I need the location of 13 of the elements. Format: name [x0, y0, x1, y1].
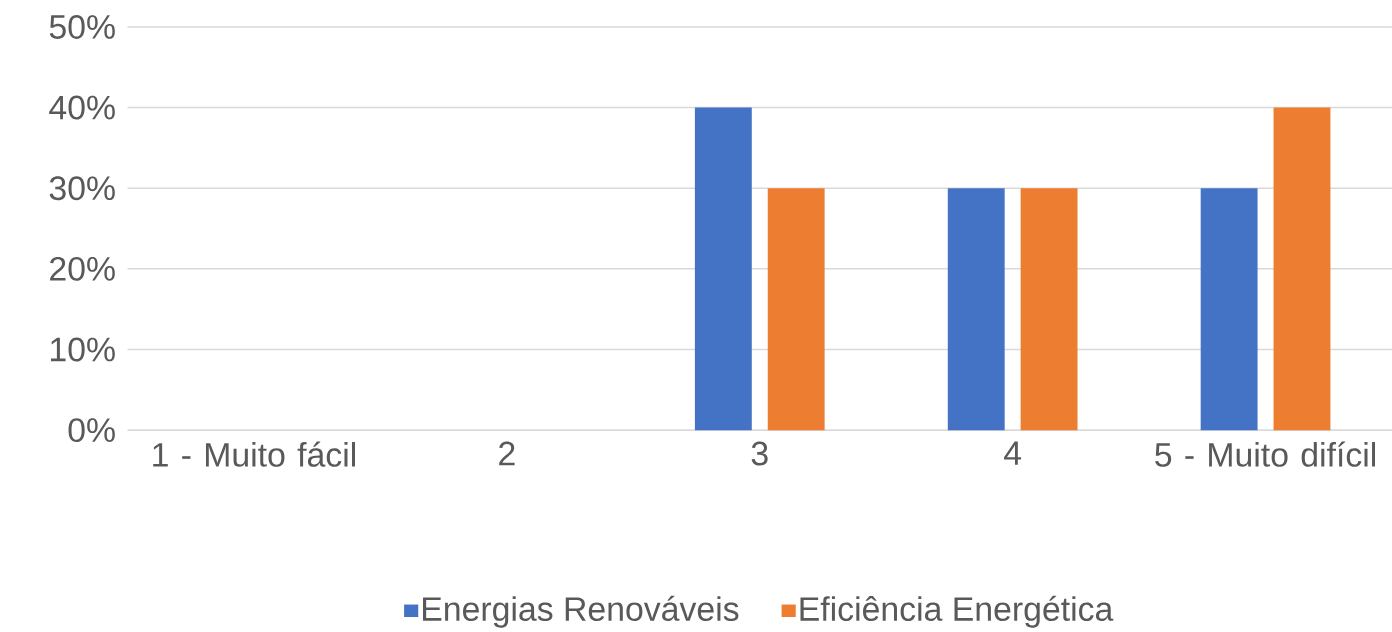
- x-tick-label: 2: [499, 441, 515, 466]
- x-tick-label: 1 - Muito fácil: [153, 441, 355, 467]
- y-tick-label: 50%: [49, 15, 115, 40]
- y-tick-label: 0%: [68, 418, 115, 443]
- y-tick-label: 20%: [50, 257, 115, 281]
- x-tick-label: 3: [751, 441, 768, 466]
- x-tick-label: 4: [1004, 441, 1022, 465]
- y-tick-label: 10%: [50, 337, 115, 362]
- legend-label: Energias Renováveis: [423, 595, 739, 628]
- y-tick-label: 30%: [49, 176, 115, 201]
- legend-label: Eficiência Energética: [800, 595, 1114, 628]
- x-tick-label: 5 - Muito difícil: [1155, 441, 1376, 467]
- y-tick-label: 40%: [49, 95, 115, 120]
